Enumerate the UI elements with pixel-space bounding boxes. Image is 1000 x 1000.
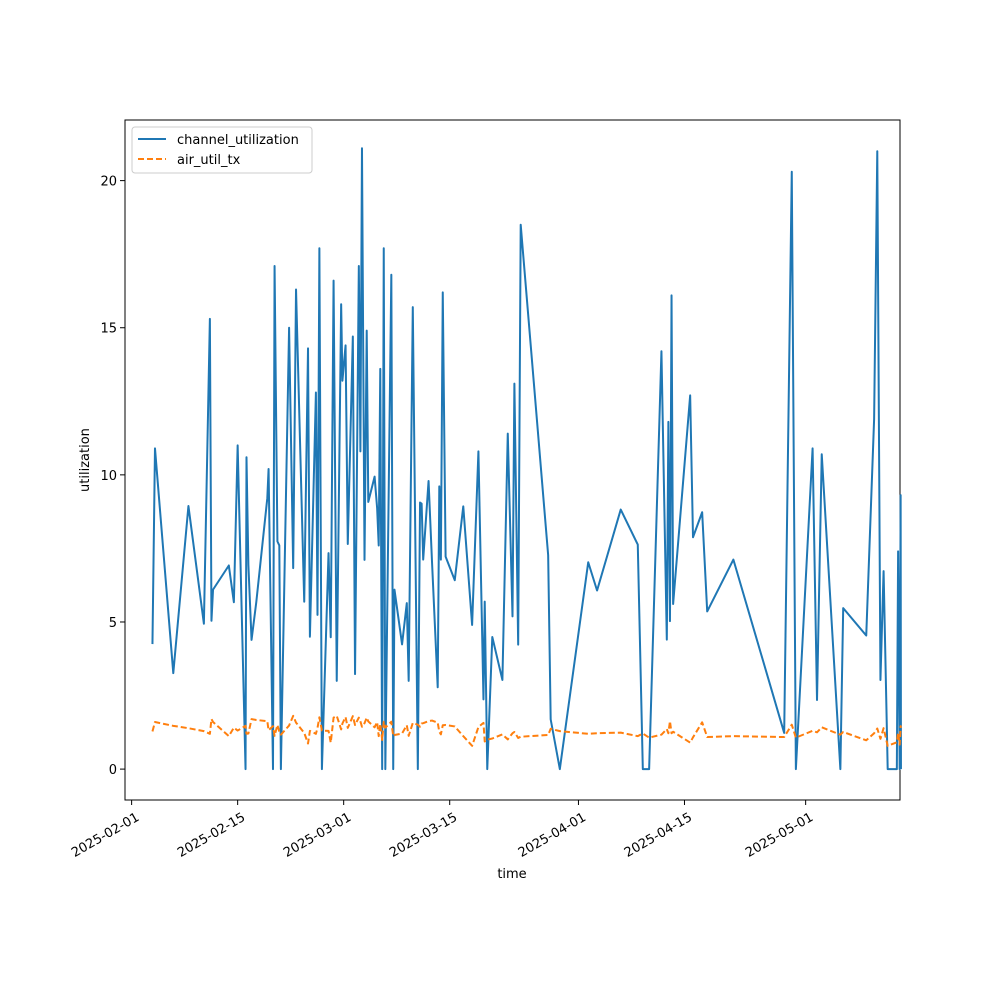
y-axis-label: utilization xyxy=(78,428,93,492)
y-tick-label: 15 xyxy=(100,322,117,337)
plot-area xyxy=(124,119,901,801)
y-tick-label: 20 xyxy=(100,175,117,190)
legend: channel_utilization air_util_tx xyxy=(131,126,313,174)
series-layer xyxy=(151,147,902,771)
legend-box xyxy=(131,126,313,174)
y-axis: 0 5 10 15 20 xyxy=(100,175,125,778)
legend-label-channel-utilization: channel_utilization xyxy=(177,133,299,148)
series-line-air-util-tx xyxy=(151,714,902,747)
y-tick-label: 10 xyxy=(100,469,117,484)
y-tick-label: 0 xyxy=(109,763,117,778)
y-tick-label: 5 xyxy=(109,616,117,631)
legend-label-air-util-tx: air_util_tx xyxy=(177,153,241,168)
series-line-channel-utilization xyxy=(151,147,902,771)
x-axis-label: time xyxy=(497,867,526,882)
